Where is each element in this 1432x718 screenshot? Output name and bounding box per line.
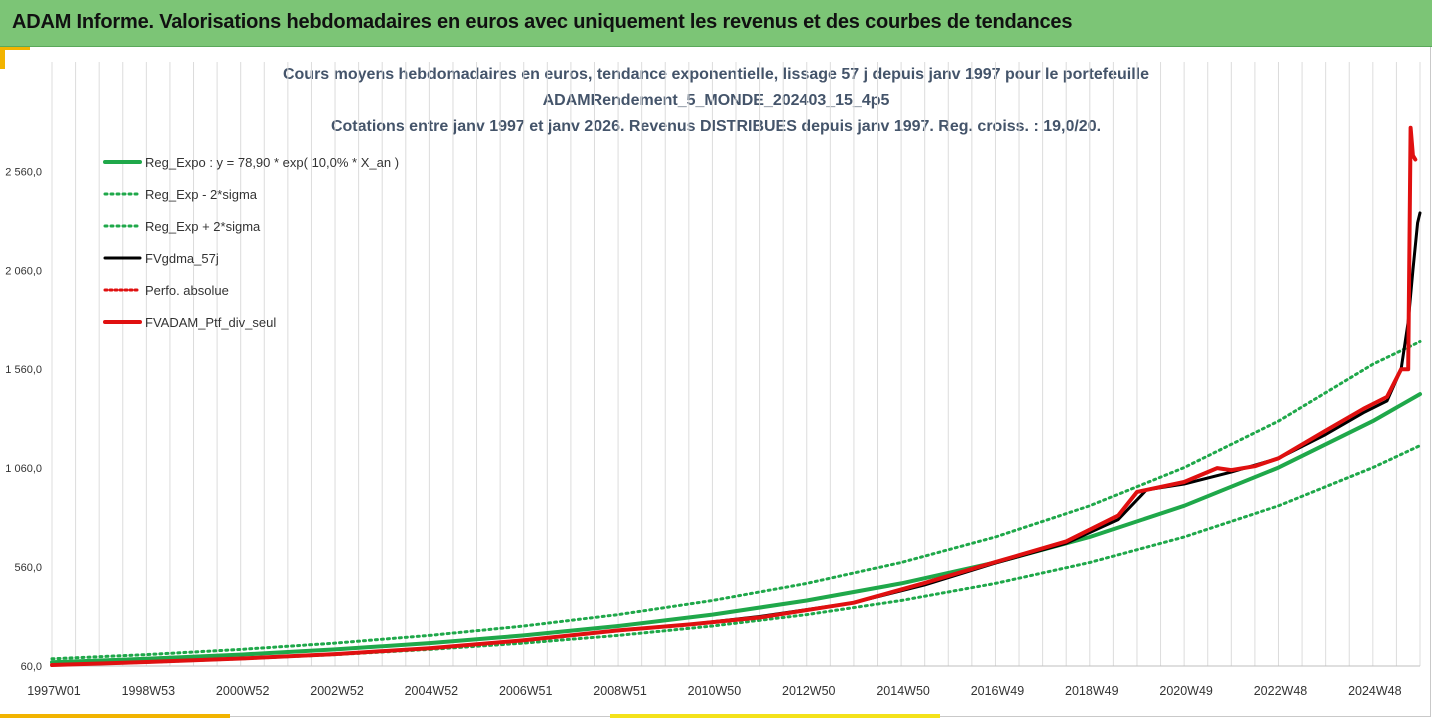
y-tick-label: 2 060,0 (5, 265, 42, 277)
legend-label-reg-expo: Reg_Expo : y = 78,90 * exp( 10,0% * X_an… (145, 155, 399, 170)
x-tick-label: 2004W52 (405, 684, 459, 698)
legend-label-fvgdma: FVgdma_57j (145, 251, 219, 266)
x-tick-label: 1998W53 (122, 684, 176, 698)
x-tick-label: 2002W52 (310, 684, 364, 698)
accent-bar-bottom (0, 714, 230, 718)
y-tick-label: 2 560,0 (5, 166, 42, 178)
chart-title-line-2: ADAMRendement_5_MONDE_202403_15_4p5 (542, 92, 890, 109)
x-tick-label: 2014W50 (876, 684, 930, 698)
report-title: ADAM Informe. Valorisations hebdomadaire… (12, 11, 1073, 33)
x-tick-label: 2018W49 (1065, 684, 1119, 698)
x-tick-label: 2020W49 (1159, 684, 1213, 698)
x-tick-label: 2012W50 (782, 684, 836, 698)
legend: Reg_Expo : y = 78,90 * exp( 10,0% * X_an… (103, 155, 399, 330)
grid-lines (51, 62, 1421, 666)
x-tick-label: 2008W51 (593, 684, 647, 698)
chart-title-line-1: Cours moyens hebdomadaires en euros, ten… (282, 66, 1150, 83)
x-tick-label: 2010W50 (688, 684, 742, 698)
x-tick-label: 2006W51 (499, 684, 553, 698)
accent-bar-bottom-yellow (610, 714, 940, 718)
series-line-fvadam (50, 125, 1418, 667)
legend-label-reg-exp-plus: Reg_Exp + 2*sigma (145, 219, 261, 234)
accent-bar-left (0, 47, 5, 69)
x-tick-label: 2024W48 (1348, 684, 1402, 698)
legend-label-reg-exp-minus: Reg_Exp - 2*sigma (145, 187, 258, 202)
series-line-reg-exp-plus (50, 340, 1422, 661)
series-line-perfo-absolue (50, 126, 1417, 667)
y-tick-label: 1 060,0 (5, 463, 42, 475)
legend-label-perfo-absolue: Perfo. absolue (145, 283, 229, 298)
legend-label-fvadam: FVADAM_Ptf_div_seul (145, 315, 276, 330)
tick-labels: 60,0 560,0 1 060,0 1 560,0 2 060,0 2 560,0 199… (5, 166, 1401, 698)
x-tick-label: 2016W49 (971, 684, 1025, 698)
x-tick-label: 2000W52 (216, 684, 270, 698)
x-tick-label: 2022W48 (1254, 684, 1308, 698)
y-tick-label: 560,0 (14, 562, 42, 574)
y-tick-label: 60,0 (21, 661, 42, 673)
accent-bar-top (0, 47, 30, 50)
series-line-reg-expo (50, 392, 1422, 665)
report-header: ADAM Informe. Valorisations hebdomadaire… (0, 0, 1432, 47)
series-lines (50, 125, 1422, 667)
x-tick-label: 1997W01 (27, 684, 81, 698)
y-tick-label: 1 560,0 (5, 364, 42, 376)
